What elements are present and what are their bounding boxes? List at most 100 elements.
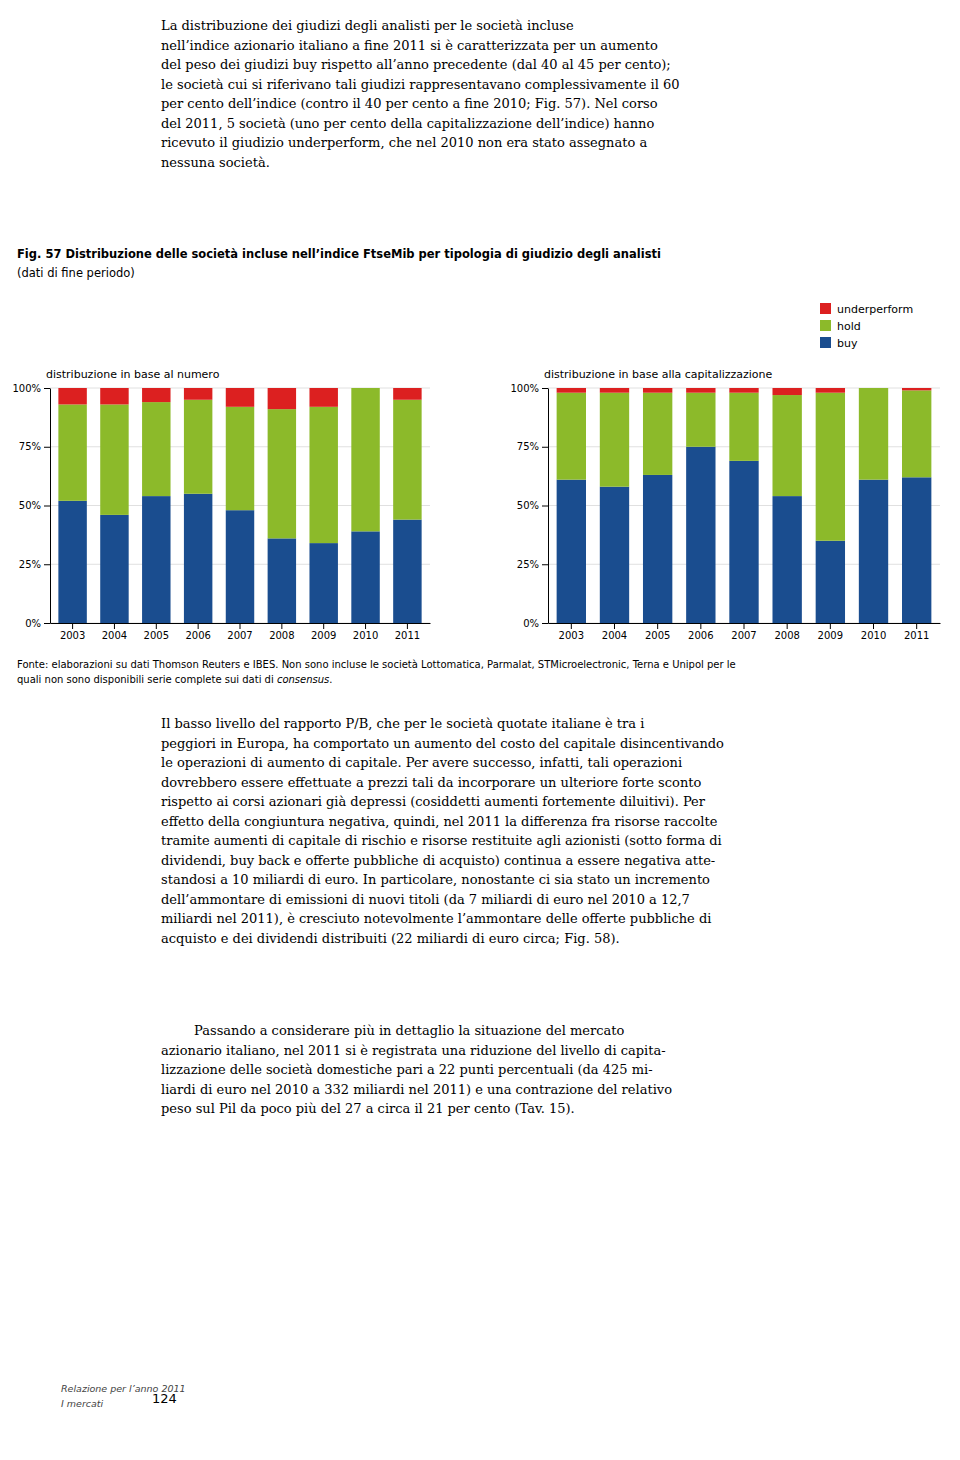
y-tick-label: 100% [510, 383, 539, 394]
x-tick: 2004 [102, 623, 127, 641]
y-tick-mark [44, 623, 50, 624]
x-tick: 2010 [861, 623, 886, 641]
x-tick-mark [657, 623, 658, 629]
paragraph-line: nessuna società. [161, 155, 270, 170]
x-tick-mark [240, 623, 241, 629]
bar-segment [902, 390, 931, 477]
paragraph-line: acquisto e dei dividendi distribuiti (22… [161, 931, 620, 946]
x-tick-label: 2010 [353, 630, 378, 641]
y-tick-mark [44, 447, 50, 448]
bar-segment [729, 388, 758, 393]
paragraph-line: effetto della congiuntura negativa, quin… [161, 814, 718, 829]
legend: underperformholdbuy [820, 303, 913, 350]
bar-segment [643, 388, 672, 393]
bar-segment [393, 520, 421, 623]
y-tick: 50% [19, 500, 50, 511]
x-tick-mark [114, 623, 115, 629]
chart-title: distribuzione in base al numero [46, 368, 220, 381]
paragraph-line: La distribuzione dei giudizi degli anali… [161, 18, 574, 33]
figure-subtitle: (dati di fine periodo) [17, 266, 135, 280]
chart-title: distribuzione in base alla capitalizzazi… [544, 368, 773, 381]
x-tick-label: 2008 [774, 630, 799, 641]
bar-segment [902, 477, 931, 623]
y-tick-mark [542, 388, 548, 389]
bar-segment [309, 543, 337, 623]
chart: 2003200420052006200720082009201020110%25… [12, 368, 430, 641]
bar-segment [902, 388, 931, 390]
page: La distribuzione dei giudizi degli anali… [0, 0, 960, 1460]
grid [50, 388, 430, 623]
series [557, 388, 932, 395]
x-tick: 2009 [311, 623, 336, 641]
y-tick: 25% [19, 559, 50, 570]
x-tick-label: 2003 [60, 630, 85, 641]
bar-segment [184, 400, 212, 494]
bar-segment [816, 541, 845, 623]
y-tick: 0% [523, 618, 548, 629]
x-tick: 2006 [185, 623, 210, 641]
x-tick: 2011 [904, 623, 929, 641]
bar-segment [184, 388, 212, 400]
bars [58, 388, 421, 623]
x-tick-label: 2005 [645, 630, 670, 641]
bars [557, 388, 932, 623]
x-tick-mark [365, 623, 366, 629]
x-tick-mark [571, 623, 572, 629]
bar-segment [100, 388, 128, 404]
series [58, 388, 421, 543]
x-tick-mark [787, 623, 788, 629]
bar-segment [142, 496, 170, 623]
x-tick-label: 2005 [144, 630, 169, 641]
bar-segment [393, 400, 421, 520]
bar-segment [58, 501, 86, 623]
y-tick: 100% [510, 383, 548, 394]
x-tick-label: 2007 [731, 630, 756, 641]
footer-text: I mercati [61, 1398, 104, 1409]
bar-segment [142, 402, 170, 496]
y-tick: 100% [12, 383, 50, 394]
x-axis: 200320042005200620072008200920102011 [549, 623, 941, 641]
bar-segment [600, 388, 629, 393]
bar-segment [557, 388, 586, 393]
bar-segment [226, 510, 254, 623]
bar-segment [600, 487, 629, 623]
x-tick-mark [198, 623, 199, 629]
paragraph-line: miliardi nel 2011), è cresciuto notevolm… [161, 911, 711, 926]
bar-segment [351, 531, 379, 623]
paragraph-line: nell’indice azionario italiano a fine 20… [161, 38, 658, 53]
paragraph-line: peso sul Pil da poco più del 27 a circa … [161, 1101, 575, 1116]
bar-segment [268, 409, 296, 538]
x-tick-mark [830, 623, 831, 629]
x-tick-label: 2011 [395, 630, 420, 641]
x-tick: 2003 [60, 623, 85, 641]
y-tick: 75% [517, 441, 548, 452]
chart: 2003200420052006200720082009201020110%25… [510, 303, 940, 641]
x-tick-mark [700, 623, 701, 629]
y-tick-mark [542, 506, 548, 507]
y-axis-line [50, 389, 51, 624]
y-tick-label: 25% [19, 559, 41, 570]
bar-segment [226, 388, 254, 407]
paragraph-line: le società cui si riferivano tali giudiz… [161, 77, 679, 92]
x-tick: 2010 [353, 623, 378, 641]
series [58, 388, 421, 409]
x-tick-label: 2004 [602, 630, 627, 641]
y-tick: 25% [517, 559, 548, 570]
y-tick-label: 50% [517, 500, 539, 511]
bar-segment [309, 407, 337, 543]
x-tick-mark [873, 623, 874, 629]
bar-segment [309, 388, 337, 407]
x-tick: 2007 [731, 623, 756, 641]
legend-swatch [820, 337, 831, 348]
legend-swatch [820, 320, 831, 331]
legend-item: buy [820, 337, 858, 350]
page-number: 124 [152, 1391, 177, 1406]
x-tick-label: 2006 [185, 630, 210, 641]
y-axis-line [548, 389, 549, 624]
bar-segment [226, 407, 254, 510]
bar-segment [686, 393, 715, 447]
y-tick-label: 0% [25, 618, 41, 629]
paragraph-line: peggiori in Europa, ha comportato un aum… [161, 736, 724, 751]
x-tick-mark [614, 623, 615, 629]
source-part: quali non sono disponibili serie complet… [17, 674, 277, 685]
